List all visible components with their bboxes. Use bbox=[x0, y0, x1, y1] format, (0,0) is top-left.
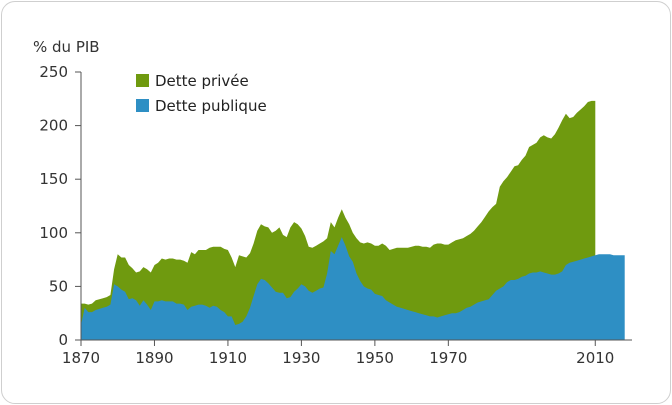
area-dette-publique bbox=[81, 237, 625, 340]
legend-label-dette-privee: Dette privée bbox=[155, 72, 249, 90]
y-tick-label: 50 bbox=[49, 277, 68, 295]
legend-swatch-dette-privee bbox=[136, 74, 149, 87]
legend-swatch-dette-publique bbox=[136, 99, 149, 112]
x-axis: 1870 1890 1910 1930 1950 1970 2010 bbox=[62, 339, 632, 367]
area-dette-privee bbox=[81, 100, 596, 341]
legend: Dette privée Dette publique bbox=[136, 72, 267, 115]
x-tick-label: 1910 bbox=[209, 349, 247, 367]
area-series-group bbox=[81, 100, 625, 341]
y-axis-title: % du PIB bbox=[33, 38, 100, 56]
x-tick-label: 2010 bbox=[576, 349, 614, 367]
y-tick-label: 150 bbox=[39, 170, 68, 188]
y-tick-label: 100 bbox=[39, 224, 68, 242]
legend-label-dette-publique: Dette publique bbox=[155, 97, 267, 115]
x-tick-label: 1950 bbox=[356, 349, 394, 367]
x-tick-label: 1870 bbox=[62, 349, 100, 367]
x-tick-label: 1970 bbox=[429, 349, 467, 367]
x-tick-label: 1890 bbox=[135, 349, 173, 367]
y-tick-label: 250 bbox=[39, 63, 68, 81]
y-axis: 0 50 100 150 200 250 bbox=[39, 63, 82, 349]
y-tick-label: 0 bbox=[58, 331, 68, 349]
y-tick-label: 200 bbox=[39, 117, 68, 135]
x-tick-label: 1930 bbox=[282, 349, 320, 367]
